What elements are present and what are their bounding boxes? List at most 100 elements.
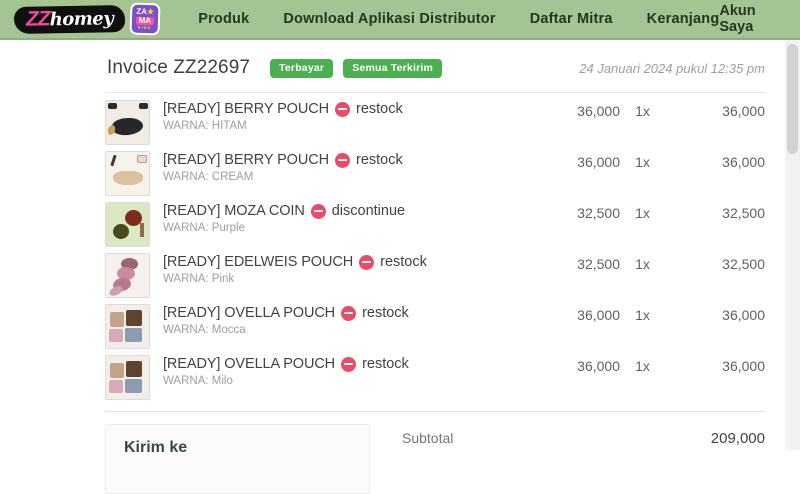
status-badge-shipped: Semua Terkirim: [343, 58, 443, 78]
zzhomey-logo: ZZ homey: [13, 4, 126, 34]
thumbnail-shape: [113, 224, 129, 239]
thumbnail-shape: [137, 155, 147, 163]
thumbnail-shape: [126, 310, 142, 326]
product-name-line: [READY] OVELLA POUCH restock: [163, 305, 530, 321]
product-row: [READY] EDELWEIS POUCH restock WARNA: Pi…: [105, 250, 765, 301]
thumbnail-shape: [125, 328, 142, 342]
product-row: [READY] BERRY POUCH restock WARNA: HITAM…: [105, 97, 765, 148]
thumbnail-shape: [110, 363, 124, 378]
thumbnail-shape: [125, 379, 142, 393]
minus-circle-icon: [341, 305, 357, 321]
product-thumbnail[interactable]: [105, 304, 150, 349]
product-name[interactable]: [READY] BERRY POUCH: [163, 101, 329, 117]
invoice-footer: Kirim ke Subtotal 209,000: [105, 424, 765, 494]
product-name-line: [READY] BERRY POUCH restock: [163, 101, 530, 117]
ship-to-title: Kirim ke: [124, 439, 188, 456]
brand-logo[interactable]: ZZ homey ZA★ MA KIDS: [13, 2, 161, 36]
invoice-header: Invoice ZZ22697 Terbayar Semua Terkirim …: [105, 40, 765, 92]
product-row: [READY] MOZA COIN discontinue WARNA: Pur…: [105, 199, 765, 250]
product-thumbnail[interactable]: [105, 151, 150, 196]
nav-item-daftar-mitra[interactable]: Daftar Mitra: [529, 11, 613, 27]
product-variant: WARNA: Mocca: [163, 324, 246, 336]
thumbnail-shape: [108, 103, 117, 109]
minus-circle-icon: [359, 254, 375, 270]
subtotal-row: Subtotal 209,000: [402, 430, 765, 447]
subtotal-label: Subtotal: [402, 430, 454, 446]
product-variant: WARNA: Milo: [163, 375, 233, 387]
product-thumbnail[interactable]: [105, 100, 150, 145]
product-info: [READY] BERRY POUCH restock WARNA: CREAM: [163, 151, 530, 183]
thumbnail-shape: [140, 223, 144, 237]
product-variant: WARNA: Pink: [163, 273, 235, 285]
product-tag: restock: [355, 152, 403, 168]
product-list: [READY] BERRY POUCH restock WARNA: HITAM…: [105, 92, 765, 403]
thumbnail-shape: [117, 267, 135, 280]
line-total: 36,000: [722, 307, 765, 323]
product-row: [READY] OVELLA POUCH restock WARNA: Mocc…: [105, 301, 765, 352]
star-icon: ★: [147, 7, 155, 17]
nav-item-download-aplikasi-distributor[interactable]: Download Aplikasi Distributor: [283, 11, 496, 27]
scrollbar-thumb[interactable]: [787, 44, 798, 154]
product-row: [READY] OVELLA POUCH restock WARNA: Milo…: [105, 352, 765, 403]
unit-price: 36,000: [577, 358, 620, 374]
invoice-page: Invoice ZZ22697 Terbayar Semua Terkirim …: [0, 40, 800, 494]
product-name[interactable]: [READY] OVELLA POUCH: [163, 356, 336, 372]
thumbnail-shape: [139, 103, 148, 109]
nav-item-produk[interactable]: Produk: [198, 11, 250, 27]
quantity: 1x: [635, 205, 650, 221]
unit-price: 36,000: [577, 103, 620, 119]
unit-price: 32,500: [577, 256, 620, 272]
product-thumbnail[interactable]: [105, 202, 150, 247]
nav-item-akun-saya[interactable]: Akun Saya: [719, 3, 756, 35]
status-badge-paid: Terbayar: [270, 58, 334, 78]
ship-to-card: Kirim ke: [105, 424, 370, 494]
minus-circle-icon: [341, 356, 357, 372]
product-info: [READY] BERRY POUCH restock WARNA: HITAM: [163, 100, 530, 132]
thumbnail-shape: [125, 210, 142, 226]
quantity: 1x: [635, 256, 650, 272]
product-variant: WARNA: CREAM: [163, 171, 254, 183]
thumbnail-shape: [113, 171, 143, 185]
line-total: 36,000: [722, 103, 765, 119]
summary-section: Subtotal 209,000: [370, 424, 765, 494]
thumbnail-shape: [111, 116, 144, 137]
nav-item-keranjang[interactable]: Keranjang: [646, 11, 720, 27]
product-name[interactable]: [READY] EDELWEIS POUCH: [163, 254, 354, 270]
subtotal-value: 209,000: [710, 430, 765, 447]
product-name-line: [READY] MOZA COIN discontinue: [163, 203, 530, 219]
scrollbar-track[interactable]: [785, 40, 800, 450]
product-info: [READY] MOZA COIN discontinue WARNA: Pur…: [163, 202, 530, 234]
quantity: 1x: [635, 154, 650, 170]
product-thumbnail[interactable]: [105, 355, 150, 400]
product-tag: discontinue: [331, 203, 406, 219]
zakma-kids-logo: ZA★ MA KIDS: [129, 2, 161, 36]
thumbnail-shape: [109, 380, 123, 393]
unit-price: 32,500: [577, 205, 620, 221]
divider: [105, 411, 765, 412]
thumbnail-shape: [109, 329, 123, 342]
top-navbar: ZZ homey ZA★ MA KIDS Produk Download Apli…: [0, 0, 800, 40]
nav-links: Produk Download Aplikasi Distributor Daf…: [198, 11, 719, 27]
quantity: 1x: [635, 358, 650, 374]
line-total: 36,000: [722, 358, 765, 374]
logo-zz-text: ZZ: [25, 6, 50, 31]
thumbnail-shape: [126, 361, 142, 377]
minus-circle-icon: [334, 152, 350, 168]
product-name[interactable]: [READY] MOZA COIN: [163, 203, 305, 219]
line-total: 32,500: [722, 256, 765, 272]
product-thumbnail[interactable]: [105, 253, 150, 298]
product-tag: restock: [355, 101, 403, 117]
product-name[interactable]: [READY] OVELLA POUCH: [163, 305, 336, 321]
unit-price: 36,000: [577, 154, 620, 170]
product-info: [READY] EDELWEIS POUCH restock WARNA: Pi…: [163, 253, 530, 285]
product-variant: WARNA: Purple: [163, 222, 246, 234]
product-info: [READY] OVELLA POUCH restock WARNA: Mocc…: [163, 304, 530, 336]
product-name[interactable]: [READY] BERRY POUCH: [163, 152, 329, 168]
product-tag: restock: [362, 356, 409, 372]
thumbnail-shape: [107, 284, 125, 297]
product-tag: restock: [380, 254, 427, 270]
product-info: [READY] OVELLA POUCH restock WARNA: Milo: [163, 355, 530, 387]
line-total: 32,500: [722, 205, 765, 221]
thumbnail-shape: [110, 312, 124, 327]
product-tag: restock: [362, 305, 409, 321]
